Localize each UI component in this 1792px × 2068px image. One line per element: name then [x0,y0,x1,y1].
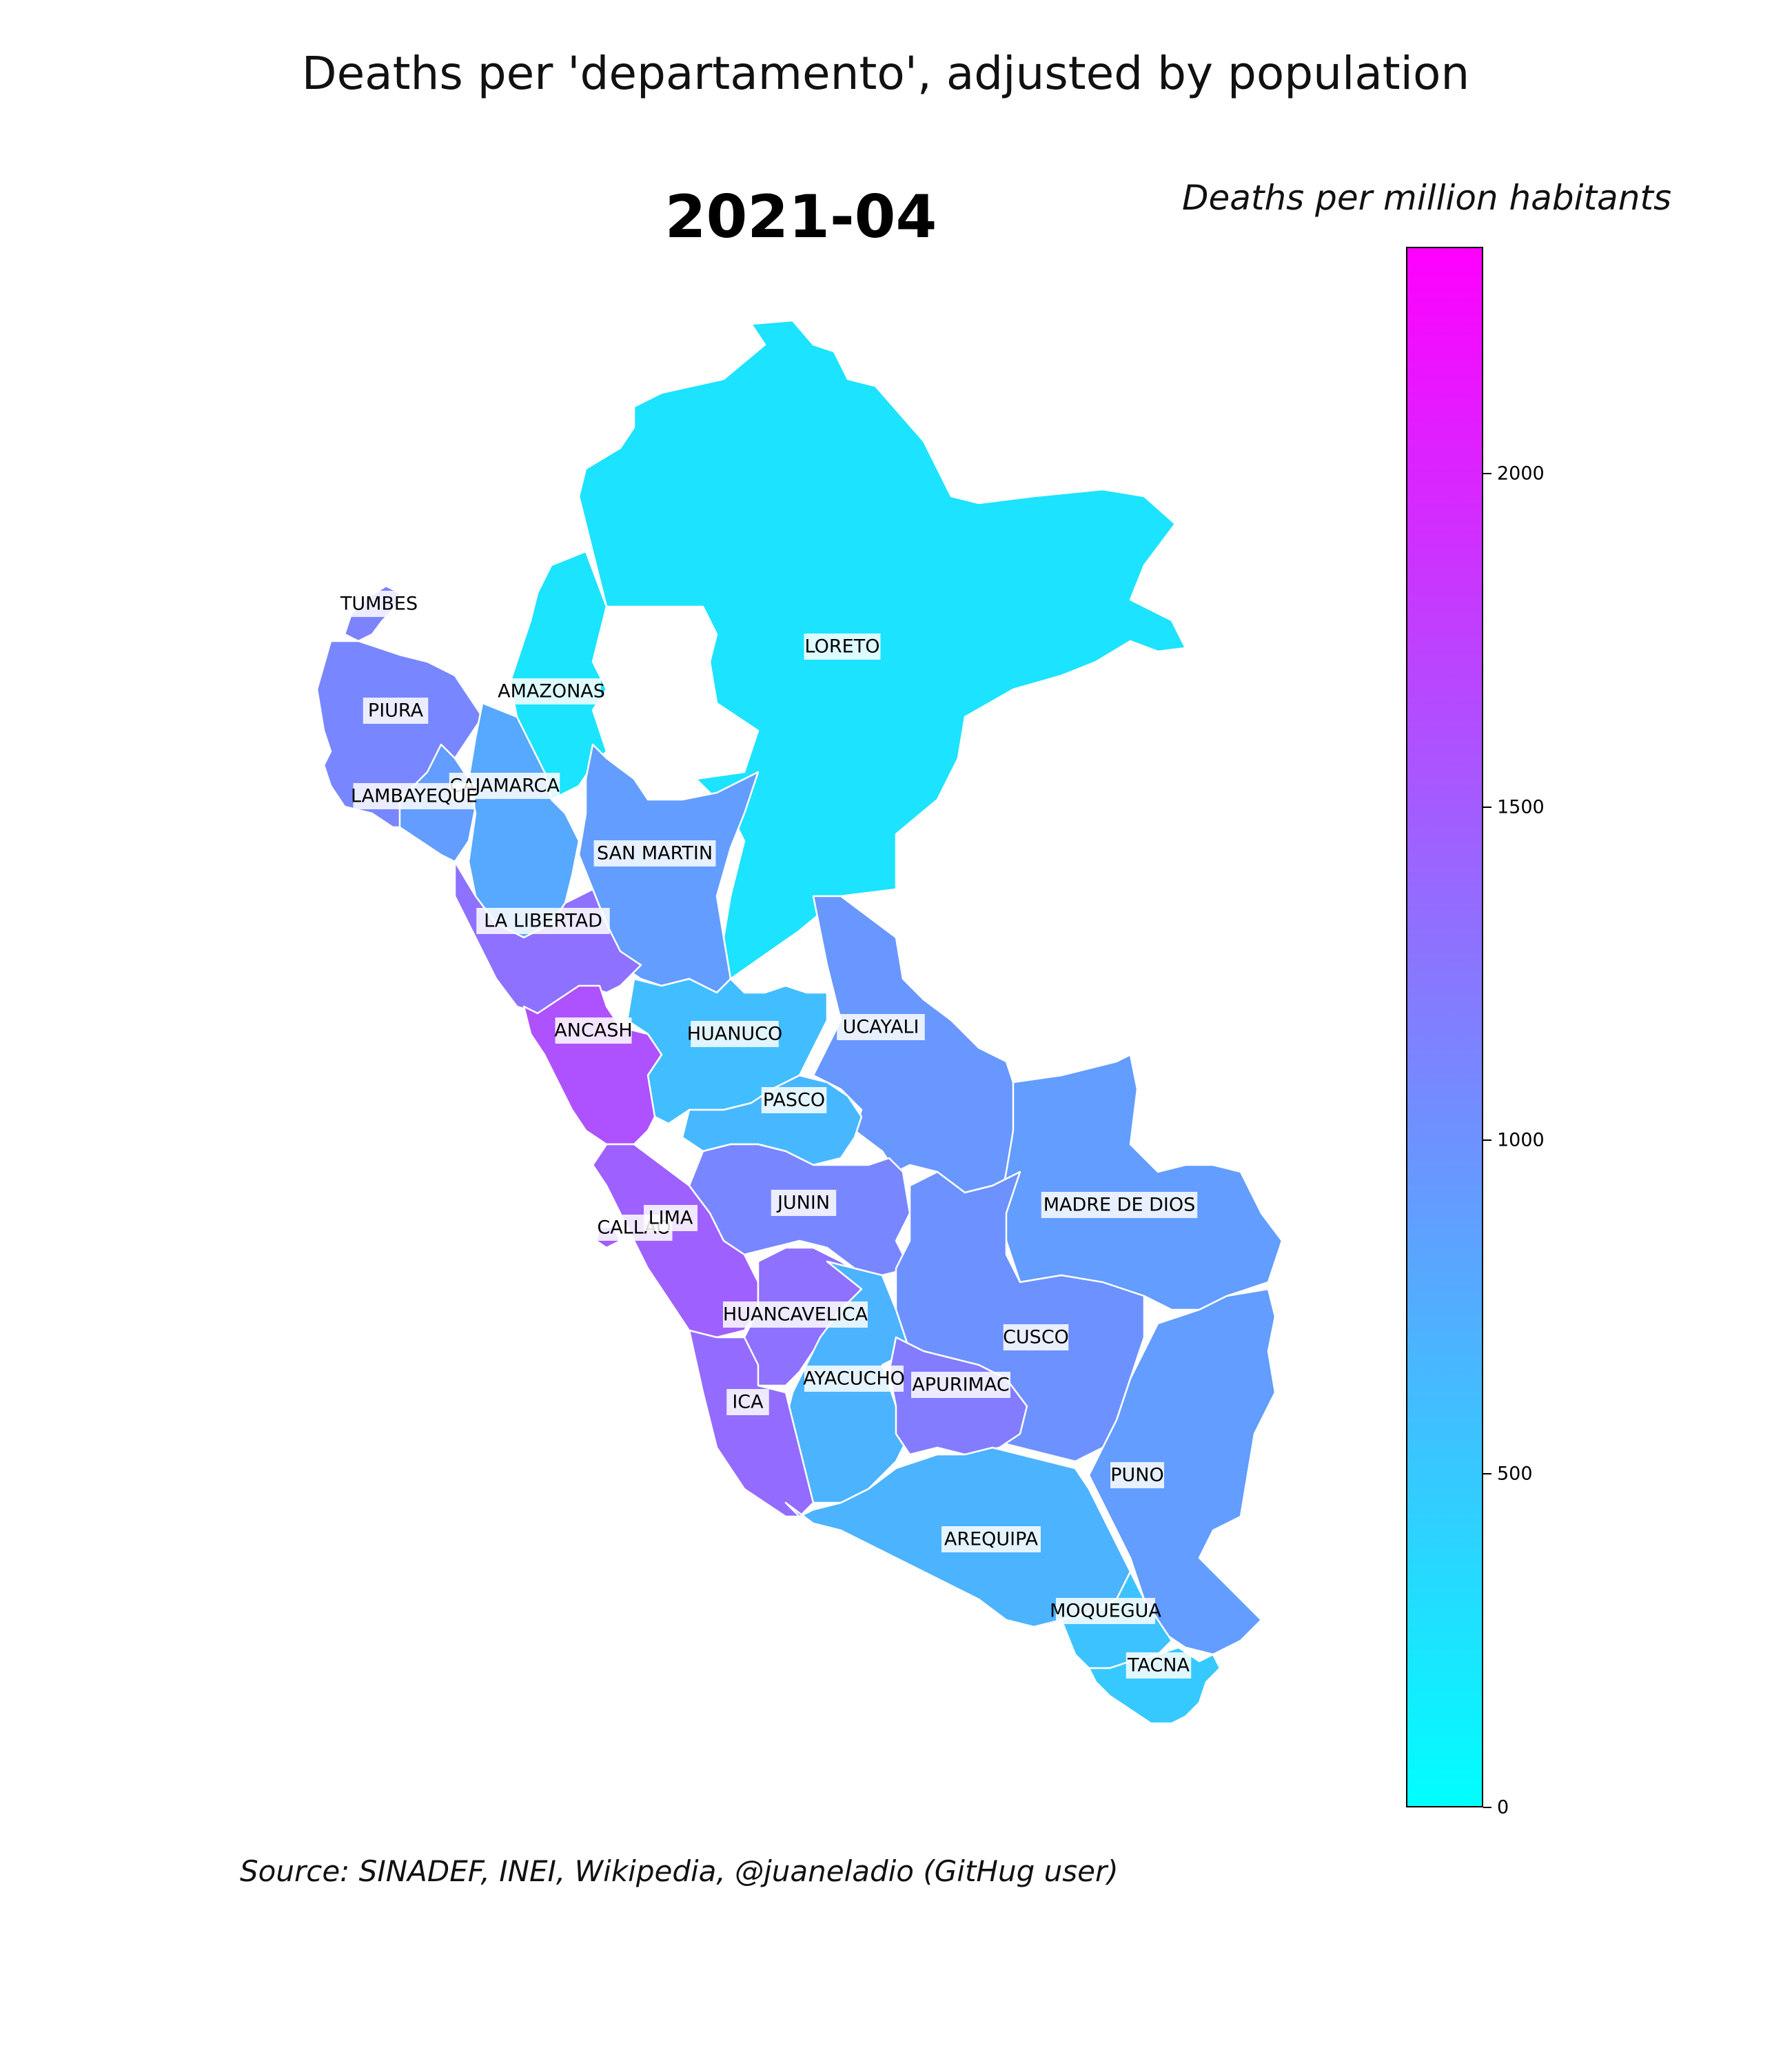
dept-label-pasco-bg [761,1087,827,1113]
colorbar-tick-mark [1483,472,1491,474]
dept-label-ica-bg [726,1389,769,1415]
dept-label-ayacucho-text: AYACUCHO [803,1368,905,1390]
dept-label-san_martin: SAN MARTIN [593,840,716,866]
dept-label-huancavelica: HUANCAVELICA [723,1301,868,1328]
dept-label-amazonas: AMAZONAS [498,678,605,704]
dept-label-loreto: LORETO [804,633,881,660]
colorbar-tick-mark [1483,1473,1491,1475]
colorbar-tick-label: 1000 [1497,1129,1545,1151]
date-label: 2021-04 [664,183,937,252]
dept-label-amazonas-text: AMAZONAS [498,681,605,702]
chart-title: Deaths per 'departamento', adjusted by p… [301,47,1470,100]
dept-shape-huanuco [626,977,828,1125]
dept-label-san_martin-text: SAN MARTIN [597,843,713,864]
dept-label-moquegua-bg [1056,1598,1155,1624]
source-note: Source: SINADEF, INEI, Wikipedia, @juane… [240,1854,1119,1888]
dept-label-pasco-text: PASCO [763,1090,825,1111]
department-labels: LORETO TUMBES AMAZONAS PIURA CAJAMARCA L… [340,591,1198,1679]
colorbar [1406,247,1483,1807]
dept-label-arequipa-text: AREQUIPA [944,1529,1039,1550]
dept-label-arequipa: AREQUIPA [941,1526,1041,1552]
dept-label-apurimac: APURIMAC [911,1372,1010,1398]
dept-label-la_libertad-bg [476,908,610,934]
dept-label-puno: PUNO [1110,1462,1164,1488]
dept-shape-loreto [578,319,1187,980]
dept-label-tumbes-bg [340,591,418,617]
dept-label-tumbes: TUMBES [340,591,418,617]
dept-label-la_libertad-text: LA LIBERTAD [484,911,602,932]
dept-label-madre_de_dios-text: MADRE DE DIOS [1043,1195,1196,1216]
colorbar-tick-label: 0 [1497,1796,1509,1818]
dept-label-huanuco-text: HUANUCO [687,1024,783,1045]
dept-label-madre_de_dios-bg [1041,1192,1198,1218]
dept-label-huancavelica-text: HUANCAVELICA [723,1304,868,1326]
dept-label-loreto-bg [804,633,881,660]
colorbar-tick-mark [1483,1807,1491,1808]
dept-label-lima: LIMA [644,1205,698,1231]
dept-label-lambayeque: LAMBAYEQUE [351,783,478,809]
dept-label-pasco: PASCO [761,1087,827,1113]
dept-label-lima-text: LIMA [649,1208,693,1229]
colorbar-tick-mark [1483,806,1491,808]
dept-label-lambayeque-text: LAMBAYEQUE [351,786,478,807]
dept-label-cusco: CUSCO [1003,1324,1069,1350]
colorbar-tick-label: 500 [1497,1463,1533,1485]
dept-label-huanuco-bg [691,1021,779,1047]
dept-label-apurimac-text: APURIMAC [912,1375,1009,1396]
dept-shape-ica [688,1329,815,1518]
dept-label-junin-text: JUNIN [776,1193,830,1214]
dept-label-cusco-bg [1003,1324,1069,1350]
dept-label-tacna: TACNA [1126,1652,1192,1679]
dept-shape-puno [1088,1288,1276,1656]
dept-label-san_martin-bg [593,840,716,866]
dept-label-ica-text: ICA [732,1392,764,1413]
dept-label-moquegua-text: MOQUEGUA [1050,1601,1161,1622]
dept-label-piura-text: PIURA [368,700,424,722]
dept-label-huancavelica-bg [723,1301,868,1328]
colorbar-title: Deaths per million habitants [1181,178,1672,218]
dept-label-ayacucho-bg [804,1366,904,1392]
dept-label-amazonas-bg [502,678,601,704]
dept-label-puno-bg [1110,1462,1164,1488]
dept-label-la_libertad: LA LIBERTAD [476,908,610,934]
dept-label-junin-bg [771,1190,837,1216]
dept-label-arequipa-bg [941,1526,1041,1552]
dept-label-lambayeque-bg [353,783,476,809]
dept-label-tacna-text: TACNA [1127,1655,1190,1676]
dept-label-ucayali-bg [837,1014,925,1040]
dept-label-moquegua: MOQUEGUA [1050,1598,1161,1624]
colorbar-tick-mark [1483,1139,1491,1142]
dept-label-cusco-text: CUSCO [1003,1327,1069,1348]
dept-label-ancash-text: ANCASH [554,1020,632,1042]
dept-label-junin: JUNIN [771,1190,837,1216]
dept-label-ica: ICA [726,1389,769,1415]
colorbar-tick-label: 2000 [1497,463,1545,485]
dept-shape-madre_de_dios [998,1053,1283,1311]
dept-label-apurimac-bg [911,1372,1010,1398]
colorbar-tick-label: 1500 [1497,796,1545,818]
dept-label-madre_de_dios: MADRE DE DIOS [1041,1192,1198,1218]
dept-label-ancash-bg [555,1017,632,1044]
dept-label-ancash: ANCASH [554,1017,633,1044]
dept-label-huanuco: HUANUCO [687,1021,783,1047]
dept-label-piura: PIURA [363,698,429,724]
dept-label-ucayali: UCAYALI [837,1014,925,1040]
dept-label-piura-bg [363,698,429,724]
department-shapes [316,319,1283,1725]
dept-label-puno-text: PUNO [1110,1465,1164,1486]
dept-label-loreto-text: LORETO [805,636,880,658]
dept-label-lima-bg [644,1205,698,1231]
dept-label-ucayali-text: UCAYALI [843,1017,919,1038]
dept-label-tacna-bg [1126,1652,1192,1679]
dept-label-ayacucho: AYACUCHO [803,1366,905,1392]
dept-label-tumbes-text: TUMBES [340,594,418,615]
